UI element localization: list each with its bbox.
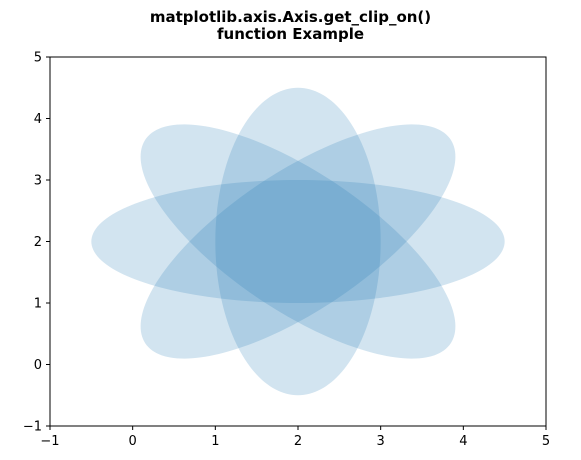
ellipse-layer bbox=[91, 87, 505, 396]
chart-title-line-2: function Example bbox=[216, 25, 365, 43]
ellipse-1 bbox=[91, 180, 505, 303]
x-tick-label: 0 bbox=[129, 434, 137, 449]
x-tick-label: 5 bbox=[542, 434, 550, 449]
y-tick-label: 5 bbox=[34, 51, 42, 66]
y-tick-label: 3 bbox=[34, 174, 42, 189]
y-tick-label: −1 bbox=[23, 420, 42, 435]
y-tick-label: 2 bbox=[34, 235, 42, 250]
y-axis: −1 0 1 2 3 4 5 bbox=[23, 51, 50, 435]
y-tick-label: 0 bbox=[34, 358, 42, 373]
y-tick-label: 1 bbox=[34, 297, 42, 312]
ellipse-2 bbox=[140, 124, 456, 359]
x-tick-label: 4 bbox=[459, 434, 467, 449]
chart-title-line-1: matplotlib.axis.Axis.get_clip_on() bbox=[149, 8, 432, 26]
x-tick-label: 3 bbox=[377, 434, 385, 449]
y-tick-label: 4 bbox=[34, 112, 42, 127]
x-axis: −1 0 1 2 3 4 5 bbox=[40, 426, 550, 449]
x-tick-label: 1 bbox=[211, 434, 219, 449]
ellipse-3 bbox=[215, 87, 381, 396]
x-tick-label: −1 bbox=[40, 434, 59, 449]
x-tick-label: 2 bbox=[294, 434, 302, 449]
ellipse-4 bbox=[140, 124, 456, 359]
